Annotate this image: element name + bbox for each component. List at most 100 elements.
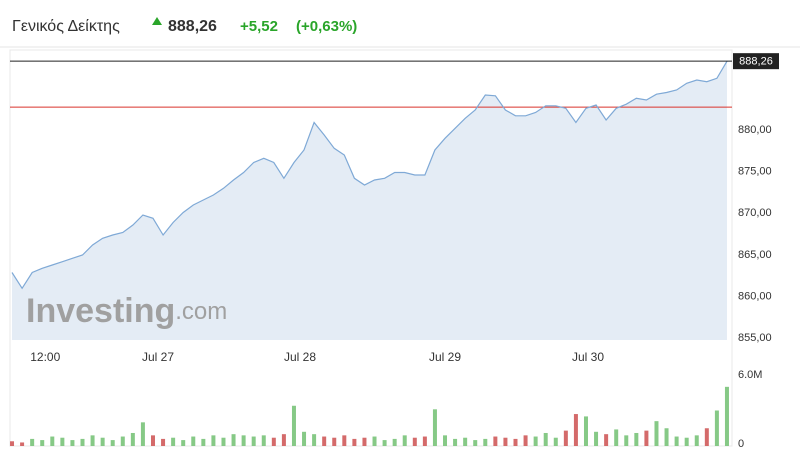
y-tick-label: 0 bbox=[738, 438, 744, 450]
change: +5,52 bbox=[240, 18, 278, 35]
volume-bar bbox=[463, 437, 468, 446]
volume-bar bbox=[583, 416, 588, 446]
volume-bar bbox=[644, 430, 649, 446]
volume-bar bbox=[271, 437, 276, 446]
volume-bar bbox=[594, 431, 599, 446]
last-price-label: 888,26 bbox=[739, 56, 773, 68]
volume-bar bbox=[714, 410, 719, 446]
y-tick-label: 875,00 bbox=[738, 166, 772, 178]
y-tick-label: 855,00 bbox=[738, 332, 772, 344]
volume-bar bbox=[20, 442, 25, 446]
volume-bar bbox=[150, 435, 155, 446]
volume-bar bbox=[704, 428, 709, 446]
volume-bar bbox=[201, 438, 206, 446]
volume-bar bbox=[634, 432, 639, 446]
volume-bar bbox=[372, 436, 377, 446]
volume-bar bbox=[291, 405, 296, 446]
volume-bar bbox=[40, 440, 45, 446]
volume-bar bbox=[503, 437, 508, 446]
volume-bar bbox=[211, 435, 216, 446]
volume-bar bbox=[352, 438, 357, 446]
volume-bar bbox=[332, 437, 337, 446]
volume-bar bbox=[432, 409, 437, 446]
volume-bar bbox=[302, 431, 307, 446]
volume-bar bbox=[392, 438, 397, 446]
x-tick-label: 12:00 bbox=[30, 350, 60, 364]
x-tick-label: Jul 30 bbox=[572, 350, 604, 364]
volume-bar bbox=[493, 436, 498, 446]
last-price-tag bbox=[733, 53, 779, 70]
index-title: Γενικός Δείκτης bbox=[12, 18, 120, 35]
volume-bar bbox=[614, 429, 619, 446]
volume-bar bbox=[654, 421, 659, 446]
volume-bar bbox=[563, 430, 568, 446]
volume-bar bbox=[674, 436, 679, 446]
volume-bar bbox=[130, 432, 135, 446]
up-arrow bbox=[152, 17, 162, 25]
x-tick-label: Jul 28 bbox=[284, 350, 316, 364]
volume-bar bbox=[523, 435, 528, 446]
volume-bar bbox=[90, 435, 95, 446]
volume-bar bbox=[513, 438, 518, 446]
watermark-brand: Investing bbox=[26, 292, 175, 330]
y-tick-label: 865,00 bbox=[738, 249, 772, 261]
y-tick-label: 880,00 bbox=[738, 124, 772, 136]
volume-bar bbox=[140, 422, 145, 446]
volume-bar bbox=[694, 435, 699, 446]
volume-bar bbox=[110, 440, 115, 446]
volume-bar bbox=[50, 436, 55, 446]
price: 888,26 bbox=[168, 18, 217, 35]
volume-bar bbox=[312, 434, 317, 446]
volume-bar bbox=[664, 428, 669, 446]
volume-bar bbox=[322, 436, 327, 446]
volume-bar bbox=[382, 440, 387, 446]
plot-area: 855,00 860,00 865,00 870,00 875,00 880,00 888,… bbox=[10, 53, 779, 450]
volume-bar bbox=[261, 435, 266, 446]
volume-bar bbox=[604, 434, 609, 446]
volume-bar bbox=[412, 437, 417, 446]
volume-bar bbox=[342, 435, 347, 446]
y-tick-label: 6.0M bbox=[738, 369, 762, 381]
volume-bar bbox=[281, 434, 286, 446]
volume-bar bbox=[80, 438, 85, 446]
volume-bar bbox=[70, 440, 75, 446]
volume-bar bbox=[453, 438, 458, 446]
volume-bar bbox=[191, 436, 196, 446]
plot-frame bbox=[9, 49, 733, 447]
volume-bar bbox=[684, 437, 689, 446]
volume-bar bbox=[553, 437, 558, 446]
volume-bar bbox=[362, 437, 367, 446]
volume-bar bbox=[231, 434, 236, 446]
volume-bar bbox=[473, 440, 478, 446]
volume-bar bbox=[402, 435, 407, 446]
watermark-suffix: .com bbox=[175, 298, 227, 325]
area-fill bbox=[12, 61, 727, 340]
watermark: Investing.com bbox=[26, 292, 227, 330]
volume-bar bbox=[161, 438, 166, 446]
volume-bar bbox=[181, 440, 186, 446]
y-tick-label: 870,00 bbox=[738, 207, 772, 219]
volume-bar bbox=[533, 436, 538, 446]
volume-bar bbox=[221, 437, 226, 446]
x-tick-label: Jul 27 bbox=[142, 350, 174, 364]
volume-bar bbox=[573, 414, 578, 446]
volume-bar bbox=[171, 437, 176, 446]
volume-bar bbox=[624, 435, 629, 446]
volume-bar bbox=[251, 436, 256, 446]
volume-bar bbox=[543, 432, 548, 446]
volume-bar bbox=[120, 436, 125, 446]
volume-bar bbox=[422, 436, 427, 446]
x-tick-label: Jul 29 bbox=[429, 350, 461, 364]
volume-bar bbox=[100, 437, 105, 446]
volume-bar bbox=[60, 437, 65, 446]
price-line bbox=[11, 60, 728, 290]
volume-bar bbox=[443, 435, 448, 446]
volume-bar bbox=[483, 438, 488, 446]
change-percent: (+0,63%) bbox=[296, 18, 357, 35]
volume-bar bbox=[241, 435, 246, 446]
volume-bar bbox=[724, 386, 729, 446]
volume-bar bbox=[10, 441, 15, 446]
y-tick-label: 860,00 bbox=[738, 291, 772, 303]
